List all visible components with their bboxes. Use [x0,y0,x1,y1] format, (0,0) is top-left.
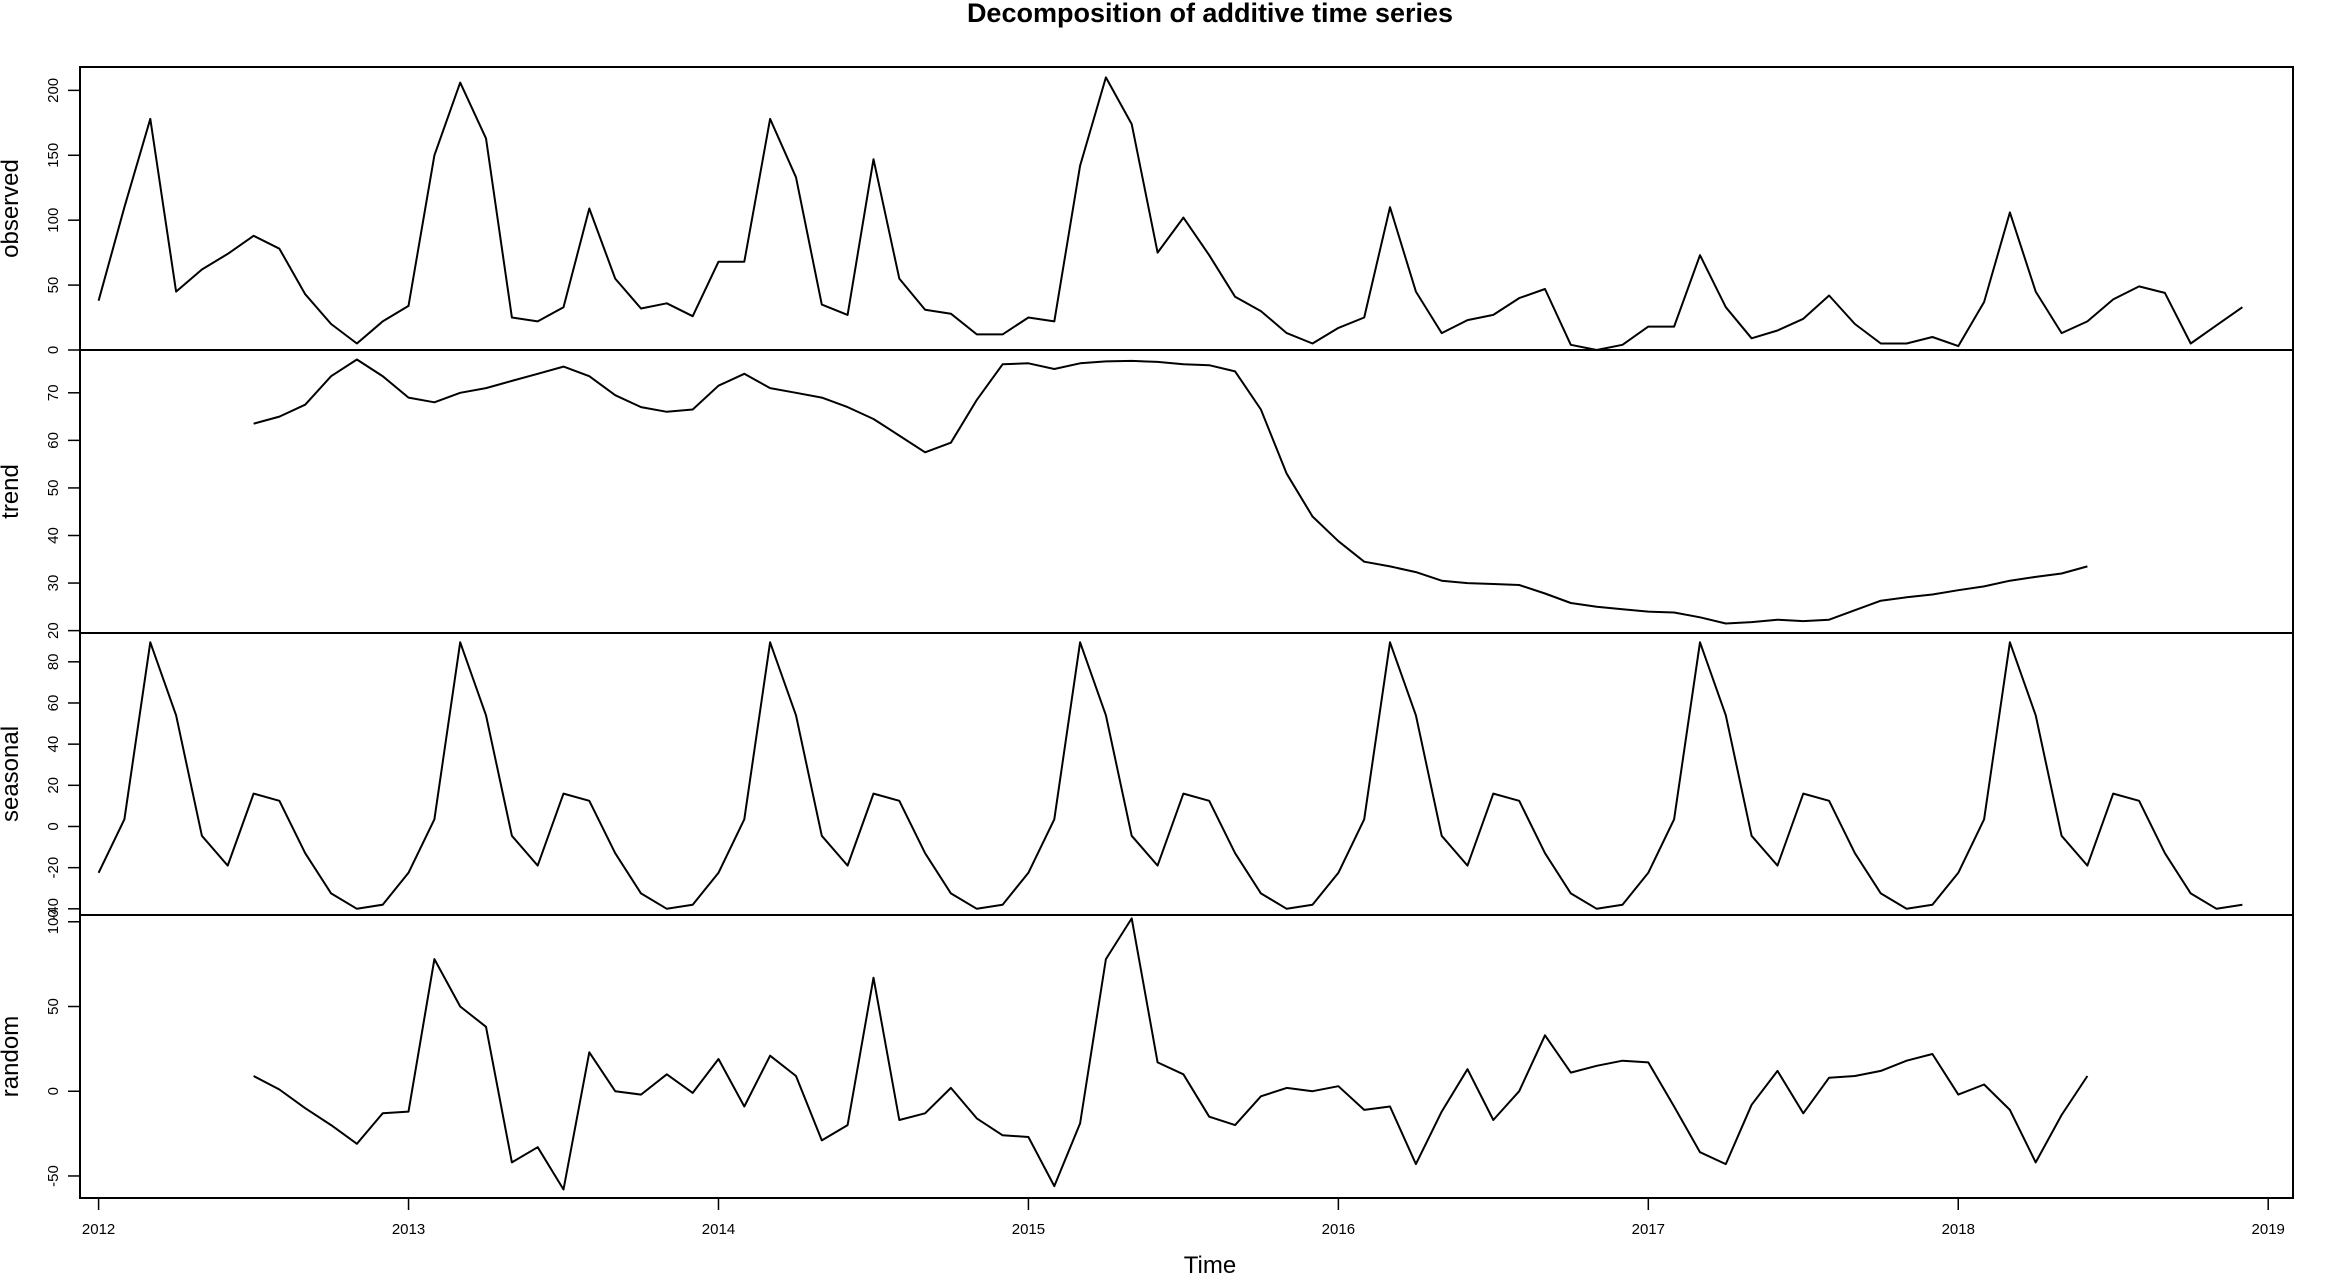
trend-ytick-label: 20 [45,622,62,639]
seasonal-series-line [97,641,2243,910]
chart-title: Decomposition of additive time series [967,0,1453,28]
random-ytick-label: 0 [45,1087,62,1095]
panel-trend: 20 30 40 50 60 70 trend [0,349,2294,639]
seasonal-ytick-label: 0 [45,822,62,830]
trend-ytick-label: 60 [45,432,62,449]
x-tick-label: 2015 [1012,1221,1045,1238]
panel-random: -50 0 50 100 random [0,909,2294,1199]
x-tick-label: 2014 [702,1221,735,1238]
trend-ytick-label: 50 [45,480,62,497]
random-ytick-label: -50 [45,1165,62,1187]
observed-ytick-label: 0 [45,346,62,354]
seasonal-frame [79,632,2294,916]
seasonal-ytick-label: 20 [45,777,62,794]
seasonal-ytick-label: 60 [45,695,62,712]
trend-ytick-label: 40 [45,527,62,544]
random-series-line [253,917,2089,1191]
seasonal-ytick-label: -40 [45,898,62,920]
panel-observed: 0 50 100 150 200 observed [0,66,2294,354]
random-axis-label: random [0,1016,24,1097]
seasonal-ytick-label: -20 [45,857,62,879]
observed-ytick-label: 200 [45,78,62,103]
x-tick-label: 2019 [2252,1221,2285,1238]
x-tick-label: 2017 [1632,1221,1665,1238]
observed-ytick-label: 100 [45,208,62,233]
observed-ytick-label: 50 [45,277,62,294]
x-tick-label: 2013 [392,1221,425,1238]
panel-seasonal: -40 -20 0 20 40 60 80 seasonal [0,632,2294,920]
seasonal-axis-label: seasonal [0,726,24,822]
x-axis-label: Time [1184,1252,1236,1274]
panels-group: 050100150200observed203040506070trend-40… [0,66,2294,1199]
trend-ytick-label: 30 [45,575,62,592]
seasonal-ytick-label: 40 [45,736,62,753]
random-frame [79,914,2294,1199]
x-tick-label: 2012 [82,1221,115,1238]
random-ytick-label: 50 [45,998,62,1015]
x-tick-label: 2018 [1942,1221,1975,1238]
observed-ytick-label: 150 [45,143,62,168]
seasonal-ytick-label: 80 [45,653,62,670]
observed-frame [79,66,2294,351]
trend-ytick-label: 70 [45,384,62,401]
observed-series-line [97,76,2243,351]
x-tick-label: 2016 [1322,1221,1355,1238]
random-ytick-label: 100 [45,909,62,934]
observed-axis-label: observed [0,159,24,258]
x-axis: 2012 2013 2014 2015 2016 2017 2018 2019 [82,1198,2285,1238]
trend-series-line [253,358,2088,625]
trend-axis-label: trend [0,464,24,519]
